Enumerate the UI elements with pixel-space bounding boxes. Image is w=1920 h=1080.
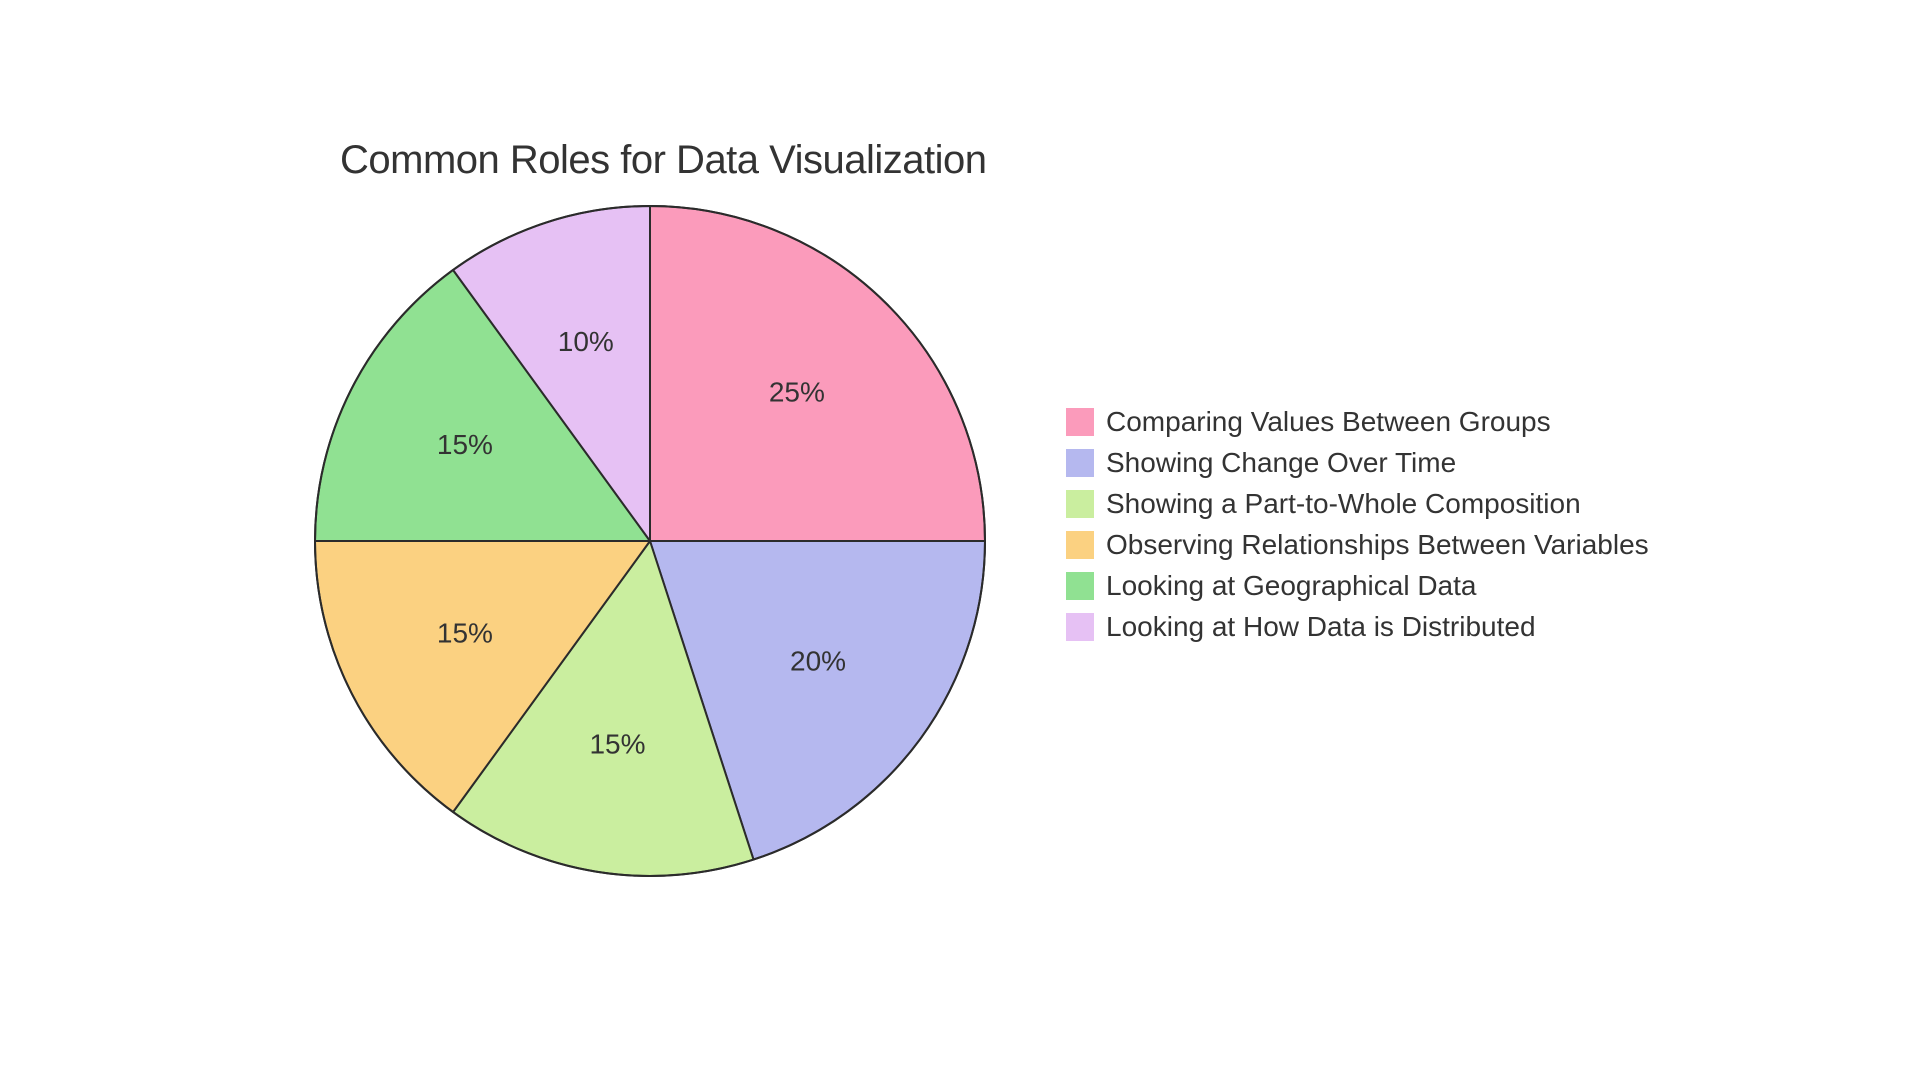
legend-item: Looking at Geographical Data	[1066, 570, 1649, 602]
slice-percent-label: 15%	[437, 618, 493, 649]
legend-item: Showing Change Over Time	[1066, 447, 1649, 479]
legend-swatch	[1066, 572, 1094, 600]
pie-slice	[650, 206, 985, 541]
legend-label: Observing Relationships Between Variable…	[1106, 529, 1649, 561]
legend-swatch	[1066, 408, 1094, 436]
slice-percent-label: 20%	[790, 645, 846, 676]
legend-swatch	[1066, 449, 1094, 477]
legend-swatch	[1066, 490, 1094, 518]
legend-label: Looking at How Data is Distributed	[1106, 611, 1536, 643]
legend-label: Comparing Values Between Groups	[1106, 406, 1551, 438]
legend-swatch	[1066, 531, 1094, 559]
legend-label: Showing a Part-to-Whole Composition	[1106, 488, 1581, 520]
chart-title: Common Roles for Data Visualization	[340, 138, 1688, 183]
legend-swatch	[1066, 613, 1094, 641]
legend-label: Looking at Geographical Data	[1106, 570, 1476, 602]
slice-percent-label: 15%	[589, 729, 645, 760]
slice-percent-label: 15%	[437, 429, 493, 460]
slice-percent-label: 25%	[769, 377, 825, 408]
legend-item: Looking at How Data is Distributed	[1066, 611, 1649, 643]
slice-percent-label: 10%	[558, 326, 614, 357]
pie-svg: 25% 20% 15% 15% 15% 10%	[310, 201, 990, 881]
chart-row: 25% 20% 15% 15% 15% 10% Comparing Values Betw…	[232, 183, 1688, 886]
legend-label: Showing Change Over Time	[1106, 447, 1456, 479]
pie-chart: 25% 20% 15% 15% 15% 10%	[310, 201, 990, 886]
legend: Comparing Values Between Groups Showing C…	[1066, 406, 1649, 652]
legend-item: Showing a Part-to-Whole Composition	[1066, 488, 1649, 520]
legend-item: Comparing Values Between Groups	[1066, 406, 1649, 438]
legend-item: Observing Relationships Between Variable…	[1066, 529, 1649, 561]
chart-container: Common Roles for Data Visualization 25%2…	[232, 132, 1688, 948]
